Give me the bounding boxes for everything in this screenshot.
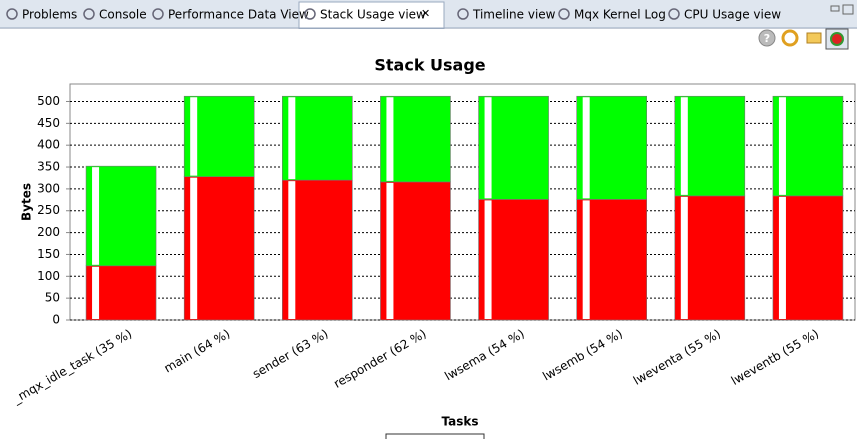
- y-tick-label: 450: [37, 116, 60, 130]
- bar-highlight: [190, 177, 198, 319]
- bar-highlight: [582, 97, 590, 199]
- bar-highlight: [386, 97, 394, 181]
- tab-icon: [304, 8, 316, 20]
- tab-icon: [457, 8, 469, 20]
- tab-label[interactable]: Timeline view: [472, 8, 556, 22]
- tab-label[interactable]: Console: [99, 8, 147, 22]
- legend-box: [385, 433, 485, 439]
- maximize-icon[interactable]: [842, 4, 854, 15]
- bar-highlight: [288, 97, 296, 180]
- folder-icon[interactable]: [806, 32, 822, 44]
- tab-icon: [6, 8, 18, 20]
- y-tick-label: 300: [37, 181, 60, 195]
- y-tick-label: 400: [37, 138, 60, 152]
- bar-highlight: [288, 181, 296, 319]
- tab-label[interactable]: Performance Data View: [168, 8, 309, 22]
- tab-icon: [152, 8, 164, 20]
- bar-highlight: [778, 97, 786, 195]
- tab-label[interactable]: Problems: [22, 8, 77, 22]
- bar-highlight: [680, 196, 688, 319]
- x-axis-label: Tasks: [441, 415, 478, 429]
- y-tick-label: 100: [37, 269, 60, 283]
- bar-highlight: [778, 196, 786, 319]
- bar-highlight: [484, 97, 492, 199]
- bar-highlight: [190, 97, 198, 176]
- bar-highlight: [92, 167, 100, 265]
- tab-label[interactable]: Stack Usage view: [320, 8, 426, 22]
- y-tick-label: 250: [37, 203, 60, 217]
- tab-label[interactable]: CPU Usage view: [684, 8, 781, 22]
- tab-icon: [83, 8, 95, 20]
- tab-label[interactable]: Mqx Kernel Log: [574, 8, 666, 22]
- y-tick-label: 0: [52, 313, 60, 327]
- bar-highlight: [484, 200, 492, 319]
- y-tick-label: 200: [37, 225, 60, 239]
- tab-icon: [558, 8, 570, 20]
- refresh-icon[interactable]: [781, 29, 799, 47]
- close-icon[interactable]: ✕: [421, 7, 430, 20]
- bar-highlight: [582, 200, 590, 319]
- chart-title: Stack Usage: [374, 56, 485, 75]
- minimize-icon[interactable]: [830, 5, 840, 12]
- y-tick-label: 350: [37, 160, 60, 174]
- tab-icon: [668, 8, 680, 20]
- y-axis-label: Bytes: [20, 183, 34, 221]
- bar-highlight: [92, 266, 100, 319]
- bar-highlight: [680, 97, 688, 195]
- y-tick-label: 150: [37, 247, 60, 261]
- y-tick-label: 50: [45, 291, 60, 305]
- bar-highlight: [386, 182, 394, 319]
- help-icon[interactable]: [758, 29, 776, 47]
- help-glyph: ?: [764, 32, 770, 45]
- toggle-icon: [830, 32, 844, 46]
- y-tick-label: 500: [37, 94, 60, 108]
